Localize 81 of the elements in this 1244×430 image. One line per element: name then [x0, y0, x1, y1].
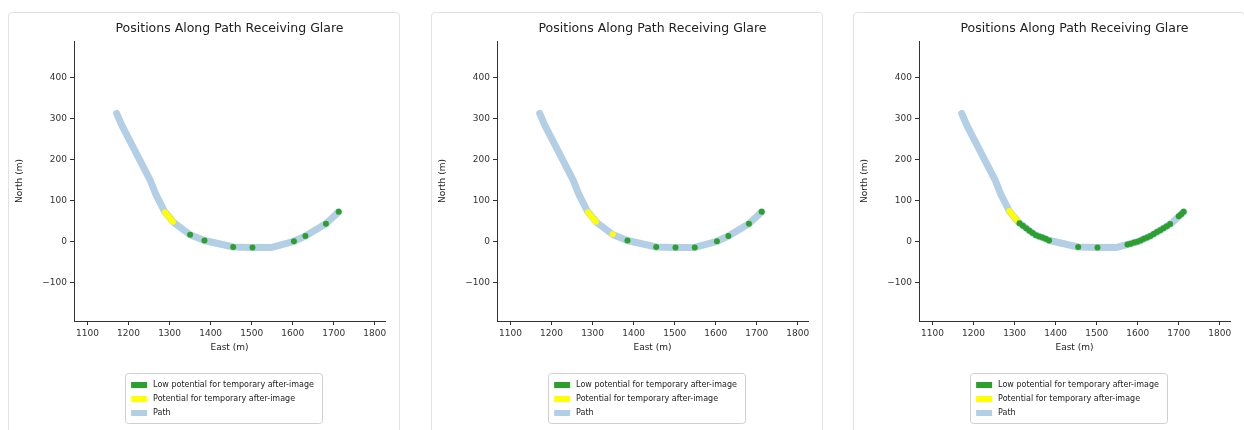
point	[201, 237, 208, 244]
point	[322, 220, 329, 227]
point	[724, 232, 731, 239]
chart-title: Positions Along Path Receiving Glare	[115, 19, 344, 35]
y-tick-label: 0	[483, 235, 490, 246]
legend-label: Potential for temporary after-image	[998, 394, 1141, 404]
x-tick-label: 1500	[240, 327, 264, 338]
point	[652, 244, 659, 251]
x-tick-label: 1800	[363, 327, 387, 338]
point	[713, 238, 720, 245]
y-tick-label: 400	[894, 72, 913, 83]
legend-label: Path	[153, 408, 171, 418]
legend-label: Path	[998, 408, 1016, 418]
x-tick-label: 1100	[76, 327, 100, 338]
y-tick-label: 200	[49, 153, 68, 164]
point	[609, 231, 616, 238]
x-tick-label: 1300	[1003, 327, 1027, 338]
point	[1046, 237, 1053, 244]
x-tick-label: 1700	[322, 327, 346, 338]
y-tick-label: −100	[42, 276, 68, 287]
y-tick-label: 200	[894, 153, 913, 164]
x-tick-label: 1200	[117, 327, 141, 338]
legend-label: Low potential for temporary after-image	[998, 380, 1159, 390]
y-tick-label: 300	[49, 113, 68, 124]
point	[249, 244, 256, 251]
point	[758, 208, 765, 215]
y-axis-title: North (m)	[858, 159, 869, 203]
x-tick-label: 1200	[539, 327, 563, 338]
point	[1167, 221, 1174, 228]
x-tick-label: 1500	[662, 327, 686, 338]
x-tick-label: 1600	[1126, 327, 1150, 338]
y-tick-label: −100	[464, 276, 490, 287]
y-tick-label: 300	[894, 113, 913, 124]
point	[691, 244, 698, 251]
y-tick-label: 200	[472, 153, 490, 164]
point	[1075, 244, 1082, 251]
x-tick-label: 1600	[703, 327, 727, 338]
x-axis-title: East (m)	[1055, 341, 1094, 352]
y-tick-label: −100	[887, 276, 913, 287]
legend-label: Potential for temporary after-image	[575, 394, 718, 404]
chart-title: Positions Along Path Receiving Glare	[537, 19, 767, 35]
x-tick-label: 1600	[281, 327, 305, 338]
point	[745, 220, 752, 227]
point	[671, 244, 678, 251]
y-tick-label: 100	[894, 194, 913, 205]
x-tick-label: 1300	[580, 327, 604, 338]
x-tick-label: 1400	[199, 327, 223, 338]
y-tick-label: 100	[49, 194, 68, 205]
y-tick-label: 400	[472, 72, 490, 83]
point	[187, 231, 194, 238]
point	[335, 208, 342, 215]
y-axis-title: North (m)	[13, 159, 24, 203]
point	[1094, 244, 1101, 251]
x-axis-title: East (m)	[632, 341, 672, 352]
legend-label: Potential for temporary after-image	[153, 394, 296, 404]
x-tick-label: 1400	[621, 327, 645, 338]
x-tick-label: 1700	[1167, 327, 1191, 338]
legend-label: Path	[575, 408, 594, 418]
x-axis-title: East (m)	[210, 341, 249, 352]
y-tick-label: 300	[472, 113, 490, 124]
point	[302, 232, 309, 239]
chart-title: Positions Along Path Receiving Glare	[960, 19, 1189, 35]
y-tick-label: 0	[906, 235, 913, 246]
y-tick-label: 100	[472, 194, 490, 205]
x-tick-label: 1800	[1208, 327, 1232, 338]
point	[230, 244, 237, 251]
x-tick-label: 1300	[158, 327, 182, 338]
legend-label: Low potential for temporary after-image	[575, 380, 737, 390]
x-tick-label: 1400	[1044, 327, 1068, 338]
legend-label: Low potential for temporary after-image	[153, 380, 314, 390]
x-tick-label: 1800	[785, 327, 809, 338]
y-axis-title: North (m)	[436, 159, 447, 203]
x-tick-label: 1500	[1085, 327, 1109, 338]
y-tick-label: 0	[61, 235, 68, 246]
x-tick-label: 1700	[744, 327, 768, 338]
x-tick-label: 1100	[921, 327, 945, 338]
point	[623, 237, 630, 244]
y-tick-label: 400	[49, 72, 68, 83]
x-tick-label: 1100	[498, 327, 522, 338]
x-tick-label: 1200	[962, 327, 986, 338]
point	[290, 238, 297, 245]
